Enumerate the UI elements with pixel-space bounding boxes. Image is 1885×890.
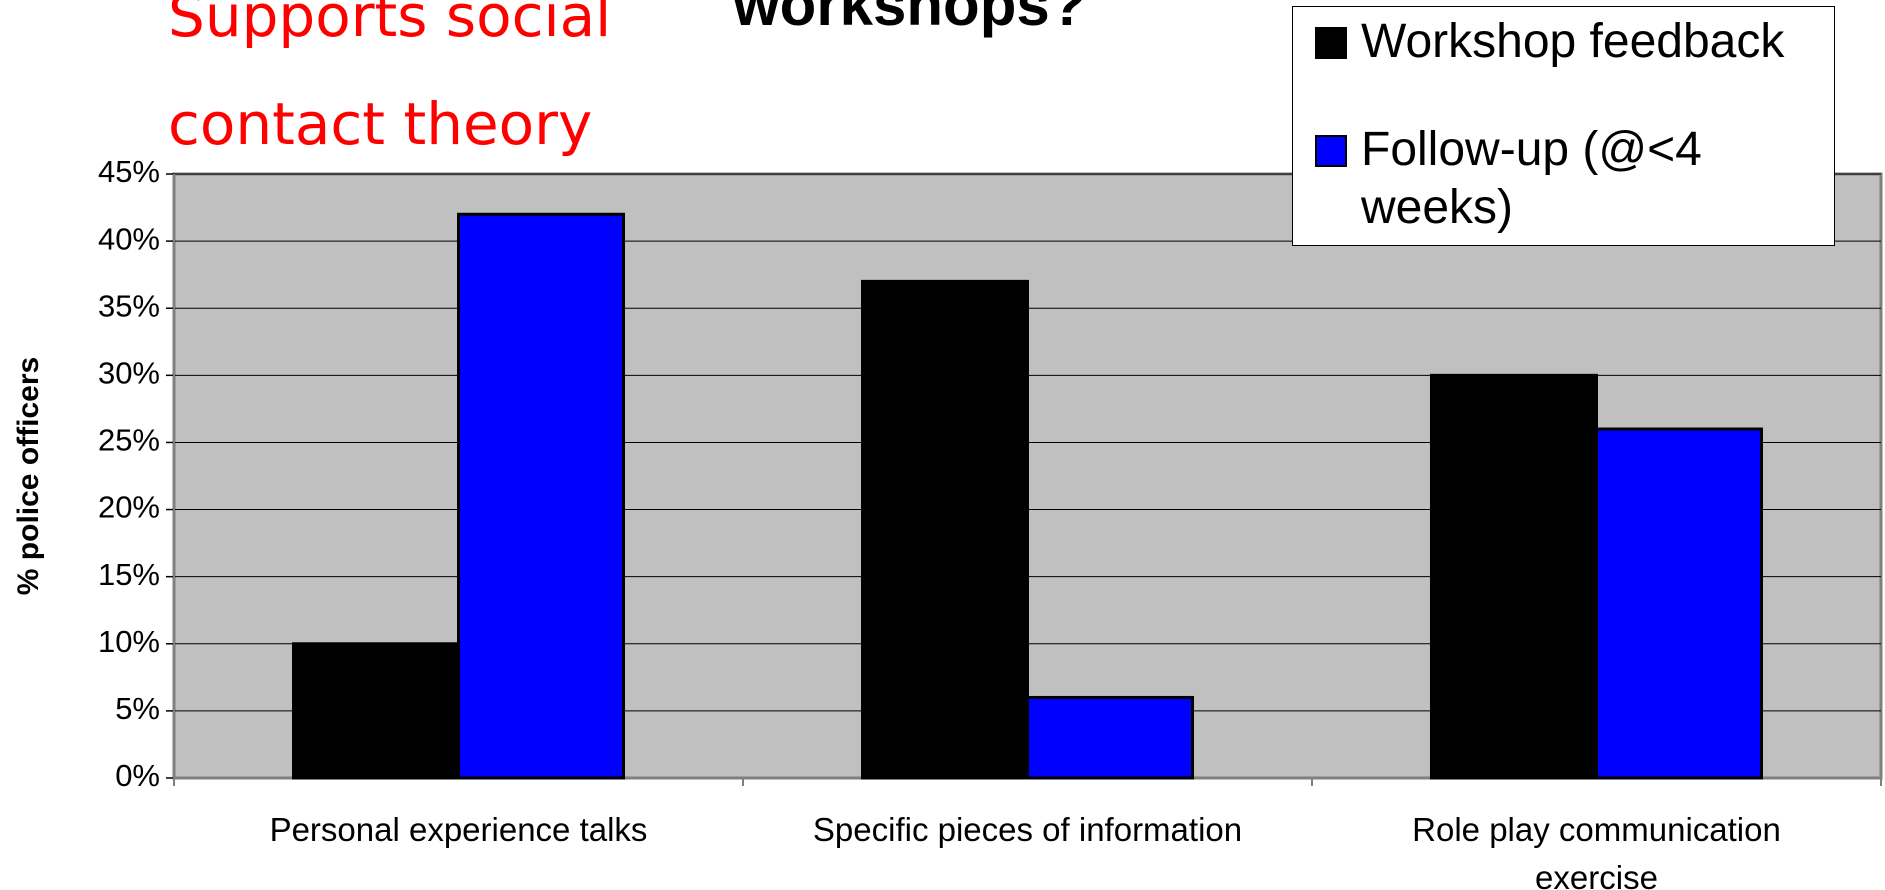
bar (860, 279, 1029, 780)
y-tick-label: 45% (98, 154, 160, 189)
x-tick-label: Role play communication exercise (1412, 811, 1781, 890)
bar (291, 642, 460, 780)
y-axis-label: % police officers (12, 357, 45, 595)
legend-item: Workshop feedback (1315, 13, 1831, 71)
bar (1429, 373, 1598, 780)
y-tick-label: 25% (98, 423, 160, 458)
bar (1595, 427, 1764, 780)
y-tick-label: 20% (98, 490, 160, 525)
x-tick-label: Personal experience talks (269, 811, 648, 848)
y-tick-label: 0% (115, 758, 160, 793)
legend: Workshop feedback Follow-up (@<4 weeks) (1292, 6, 1835, 246)
y-tick-label: 10% (98, 624, 160, 659)
bar (457, 212, 626, 780)
legend-item: Follow-up (@<4 weeks) (1315, 121, 1831, 237)
legend-label: Follow-up (@<4 weeks) (1361, 123, 1702, 234)
legend-label: Workshop feedback (1361, 15, 1785, 68)
legend-swatch (1315, 27, 1347, 59)
bar (1026, 695, 1195, 780)
annotation: Supports social contact theory (168, 0, 612, 158)
chart-title: workshops? (733, 0, 1087, 38)
y-tick-label: 30% (98, 356, 160, 391)
x-tick-label: Specific pieces of information (812, 811, 1243, 848)
y-tick-label: 5% (115, 691, 160, 726)
y-tick-label: 15% (98, 557, 160, 592)
y-tick-label: 35% (98, 288, 160, 323)
y-tick-label: 40% (98, 221, 160, 256)
legend-swatch (1315, 135, 1347, 167)
